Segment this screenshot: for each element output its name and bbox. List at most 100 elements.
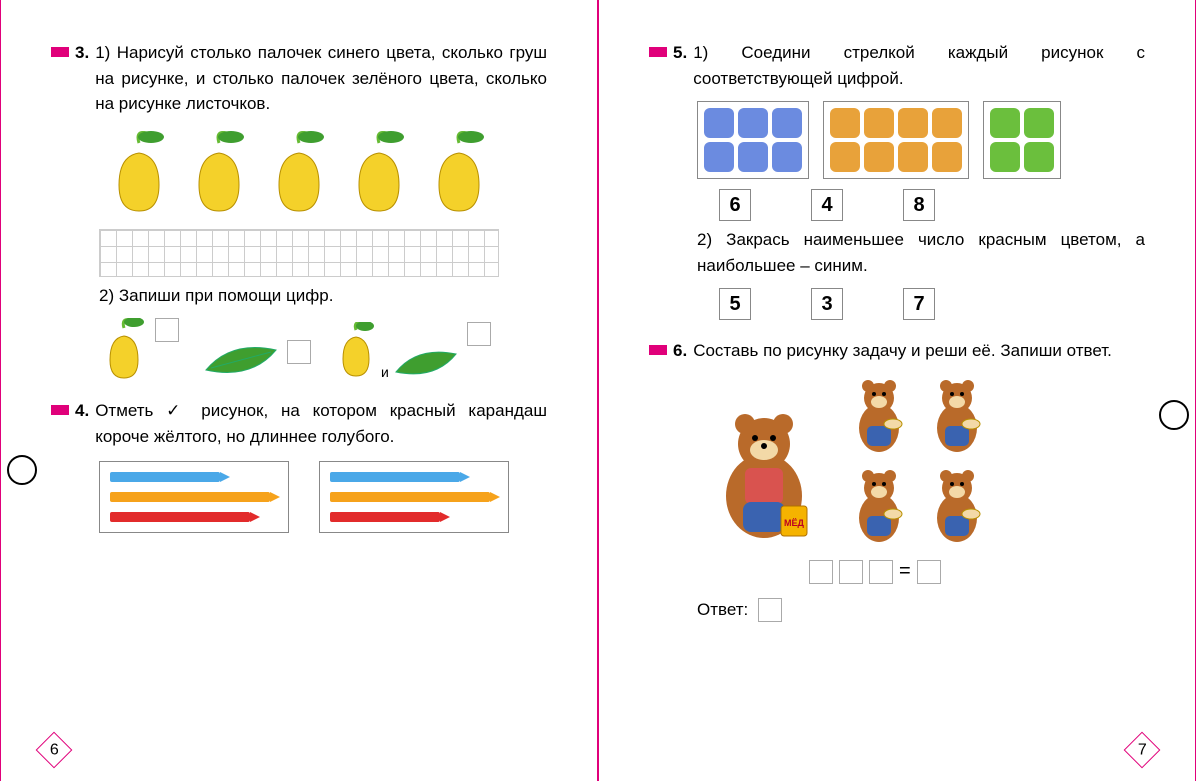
small-bear-icon	[849, 466, 909, 546]
pencil-icon	[330, 492, 490, 502]
number-box[interactable]: 7	[903, 288, 935, 320]
bears-illustration: МЁД	[709, 376, 1145, 546]
number-box[interactable]: 6	[719, 189, 751, 221]
critter-icon	[864, 108, 894, 138]
critter-icon	[772, 142, 802, 172]
page-number-value: 6	[50, 738, 59, 762]
task-text: 1) Соедини стрелкой каждый рисунок с соо…	[693, 40, 1145, 91]
answer-box[interactable]	[155, 318, 179, 342]
answer-box[interactable]	[467, 322, 491, 346]
number-box[interactable]: 3	[811, 288, 843, 320]
number-box[interactable]: 4	[811, 189, 843, 221]
pencil-options	[99, 461, 547, 533]
critter-icon	[898, 108, 928, 138]
answer-box[interactable]	[839, 560, 863, 584]
critter-icon	[990, 108, 1020, 138]
task-text: Составь по рисунку задачу и реши её. Зап…	[693, 338, 1145, 364]
picture-group[interactable]	[697, 101, 809, 179]
answer-box[interactable]	[287, 340, 311, 364]
critter-icon	[704, 142, 734, 172]
answer-box[interactable]	[809, 560, 833, 584]
picture-groups	[697, 101, 1145, 179]
answer-box[interactable]	[917, 560, 941, 584]
small-bear-icon	[927, 376, 987, 456]
equals-sign: =	[899, 560, 911, 583]
big-bear-icon: МЁД	[709, 406, 819, 546]
task-number: 4.	[75, 398, 89, 424]
critter-icon	[932, 142, 962, 172]
subtask-label: 2)	[99, 286, 114, 305]
subtask-text: Соедини стрелкой каждый рисунок с соотве…	[693, 43, 1145, 88]
pear-icon	[264, 131, 334, 219]
answer-label: Ответ:	[697, 600, 748, 620]
pear-icon	[333, 322, 379, 380]
leaf-icon	[201, 340, 281, 380]
picture-group[interactable]	[983, 101, 1061, 179]
critter-icon	[830, 142, 860, 172]
task-5: 5. 1) Соедини стрелкой каждый рисунок с …	[649, 40, 1145, 320]
small-bear-icon	[927, 466, 987, 546]
number-box[interactable]: 8	[903, 189, 935, 221]
critter-icon	[772, 108, 802, 138]
task-number: 5.	[673, 40, 687, 66]
subtask-text: Нарисуй столько палочек синего цвета, ск…	[95, 43, 547, 113]
critter-icon	[738, 108, 768, 138]
binder-hole	[1159, 400, 1189, 430]
pencil-icon	[110, 492, 270, 502]
pencil-icon	[110, 472, 220, 482]
equation-row: =	[809, 560, 1145, 584]
task-4: 4. Отметь ✓ рисунок, на котором красный …	[51, 398, 547, 533]
number-row: 5 3 7	[719, 288, 1145, 320]
pear-icon	[184, 131, 254, 219]
critter-icon	[830, 108, 860, 138]
pencil-option[interactable]	[319, 461, 509, 533]
joiner-text: и	[381, 364, 389, 380]
task-text: Отметь ✓ рисунок, на котором красный кар…	[95, 398, 547, 449]
count-items-row: и	[99, 318, 547, 380]
pear-icon	[424, 131, 494, 219]
number-row: 6 4 8	[719, 189, 1145, 221]
pear-icon	[104, 131, 174, 219]
pencil-option[interactable]	[99, 461, 289, 533]
critter-icon	[932, 108, 962, 138]
task-text: 1) Нарисуй столько палочек синего цвета,…	[95, 40, 547, 117]
subtask-label: 2)	[697, 230, 712, 249]
answer-box[interactable]	[869, 560, 893, 584]
critter-icon	[1024, 108, 1054, 138]
critter-icon	[1024, 142, 1054, 172]
critter-icon	[738, 142, 768, 172]
writing-grid[interactable]	[99, 229, 499, 277]
task-marker	[649, 345, 667, 355]
pencil-icon	[330, 512, 440, 522]
page-right: 5. 1) Соедини стрелкой каждый рисунок с …	[598, 0, 1196, 781]
page-number-value: 7	[1138, 738, 1147, 762]
page-number: 7	[1129, 737, 1155, 763]
subtask-text: Закрась наименьшее число красным цветом,…	[697, 230, 1145, 275]
task-marker	[51, 47, 69, 57]
answer-line: Ответ:	[697, 598, 1145, 622]
pencil-icon	[330, 472, 460, 482]
task-3: 3. 1) Нарисуй столько палочек синего цве…	[51, 40, 547, 380]
pencil-icon	[110, 512, 250, 522]
subtask-label: 1)	[95, 43, 110, 62]
task-number: 3.	[75, 40, 89, 66]
task-marker	[649, 47, 667, 57]
small-bear-icon	[849, 376, 909, 456]
critter-icon	[704, 108, 734, 138]
task-6: 6. Составь по рисунку задачу и реши её. …	[649, 338, 1145, 622]
task-marker	[51, 405, 69, 415]
number-box[interactable]: 5	[719, 288, 751, 320]
subtask-label: 1)	[693, 43, 708, 62]
subtask-text: Запиши при помощи цифр.	[119, 286, 334, 305]
critter-icon	[898, 142, 928, 172]
leaf-icon	[391, 346, 461, 380]
critter-icon	[864, 142, 894, 172]
answer-box[interactable]	[758, 598, 782, 622]
pear-icon	[344, 131, 414, 219]
page-number: 6	[41, 737, 67, 763]
picture-group[interactable]	[823, 101, 969, 179]
binder-hole	[7, 455, 37, 485]
pear-row	[99, 131, 499, 219]
page-left: 3. 1) Нарисуй столько палочек синего цве…	[0, 0, 598, 781]
task-number: 6.	[673, 338, 687, 364]
